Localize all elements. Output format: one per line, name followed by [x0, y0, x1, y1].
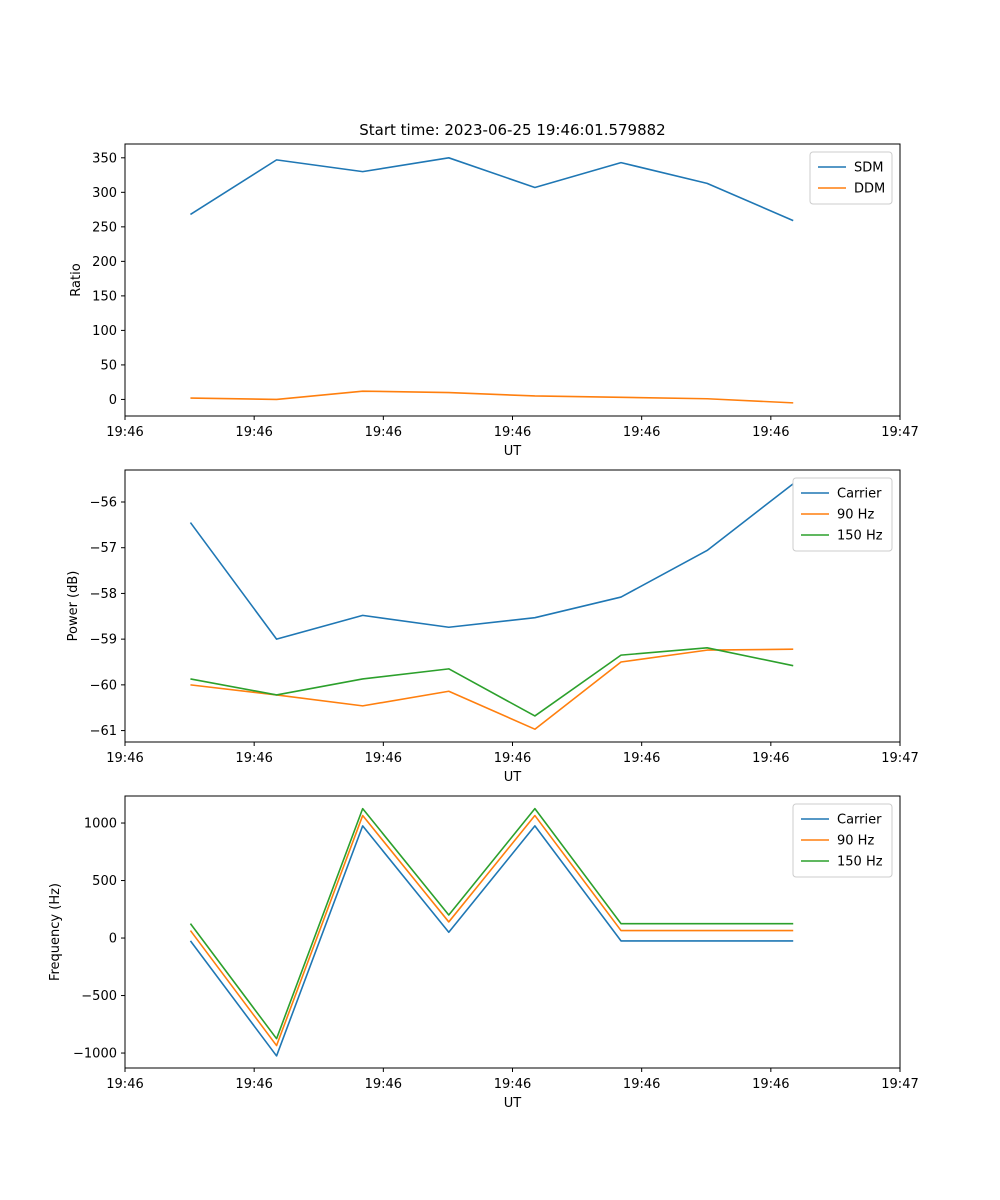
x-tick-label: 19:46 — [752, 751, 789, 766]
x-tick-label: 19:46 — [623, 425, 660, 440]
y-tick-label: −59 — [90, 633, 117, 648]
x-tick-label: 19:46 — [235, 751, 272, 766]
y-tick-label: 200 — [92, 255, 117, 270]
x-tick-label: 19:46 — [365, 1077, 402, 1092]
y-tick-label: −60 — [90, 678, 117, 693]
legend: SDM DDM — [809, 151, 893, 205]
chart-panel-power: 19:46 19:46 19:46 19:46 19:46 19:46 19:47 −61 −6… — [66, 469, 919, 785]
x-tick-label: 19:46 — [623, 1077, 660, 1092]
y-tick-label: 350 — [92, 151, 117, 166]
series-line-ddm — [190, 390, 794, 404]
series-line-carrier — [189, 825, 794, 1057]
x-tick-label: 19:46 — [235, 1077, 272, 1092]
x-tick-label: 19:46 — [494, 1077, 531, 1092]
series-line-sdm — [190, 157, 794, 222]
x-axis-label: UT — [504, 444, 522, 459]
x-tick-label: 19:46 — [365, 751, 402, 766]
legend: Carrier 90 Hz 150 Hz — [792, 803, 893, 878]
series-line-150-hz — [190, 647, 794, 717]
y-tick-label: 0 — [109, 932, 117, 947]
legend-label: 90 Hz — [837, 508, 874, 523]
x-axis-label: UT — [504, 770, 522, 785]
x-tick-label: 19:46 — [106, 425, 143, 440]
legend-label: Carrier — [837, 813, 882, 828]
legend-label: DDM — [854, 182, 885, 197]
y-axis-label: Power (dB) — [66, 571, 81, 642]
x-tick-label: 19:46 — [106, 751, 143, 766]
x-tick-label: 19:47 — [881, 751, 918, 766]
y-tick-label: −61 — [90, 724, 117, 739]
legend-box — [792, 477, 893, 552]
y-tick-label: 100 — [92, 324, 117, 339]
axes-frame — [124, 469, 901, 743]
x-tick-label: 19:46 — [106, 1077, 143, 1092]
x-tick-label: 19:46 — [752, 425, 789, 440]
chart-panel-ratio: 19:46 19:46 19:46 19:46 19:46 19:46 19:47 0 50 10… — [69, 121, 919, 459]
series-line-150-hz — [189, 807, 794, 1040]
legend-box — [809, 151, 893, 205]
y-axis-label: Ratio — [69, 263, 84, 296]
legend-box — [792, 803, 893, 878]
chart-panel-frequency: 19:46 19:46 19:46 19:46 19:46 19:46 19:47 −1000… — [48, 795, 919, 1111]
series-line-90-hz — [189, 814, 794, 1047]
axes-frame — [124, 143, 901, 417]
y-tick-label: −56 — [90, 496, 117, 511]
series-line-carrier — [189, 483, 794, 640]
x-axis-label: UT — [504, 1096, 522, 1111]
y-tick-label: −1000 — [73, 1047, 117, 1062]
y-tick-label: 500 — [92, 874, 117, 889]
y-tick-label: 0 — [109, 393, 117, 408]
y-tick-label: 50 — [100, 358, 117, 373]
legend-label: 150 Hz — [837, 855, 883, 870]
y-axis-label: Frequency (Hz) — [48, 883, 63, 981]
x-tick-label: 19:47 — [881, 1077, 918, 1092]
x-tick-label: 19:46 — [752, 1077, 789, 1092]
legend-label: Carrier — [837, 487, 882, 502]
chart-title: Start time: 2023-06-25 19:46:01.579882 — [359, 121, 665, 139]
y-tick-label: −57 — [90, 541, 117, 556]
x-tick-label: 19:46 — [623, 751, 660, 766]
y-tick-label: 250 — [92, 220, 117, 235]
legend-label: 150 Hz — [837, 529, 883, 544]
legend-label: SDM — [854, 161, 883, 176]
y-tick-label: 1000 — [84, 817, 117, 832]
y-tick-label: −58 — [90, 587, 117, 602]
series-line-90-hz — [190, 648, 794, 731]
y-tick-label: 300 — [92, 186, 117, 201]
x-tick-label: 19:46 — [235, 425, 272, 440]
legend: Carrier 90 Hz 150 Hz — [792, 477, 893, 552]
y-tick-label: −500 — [81, 989, 117, 1004]
x-tick-label: 19:47 — [881, 425, 918, 440]
x-tick-label: 19:46 — [494, 751, 531, 766]
x-tick-label: 19:46 — [365, 425, 402, 440]
legend-label: 90 Hz — [837, 834, 874, 849]
y-tick-label: 150 — [92, 289, 117, 304]
x-tick-label: 19:46 — [494, 425, 531, 440]
